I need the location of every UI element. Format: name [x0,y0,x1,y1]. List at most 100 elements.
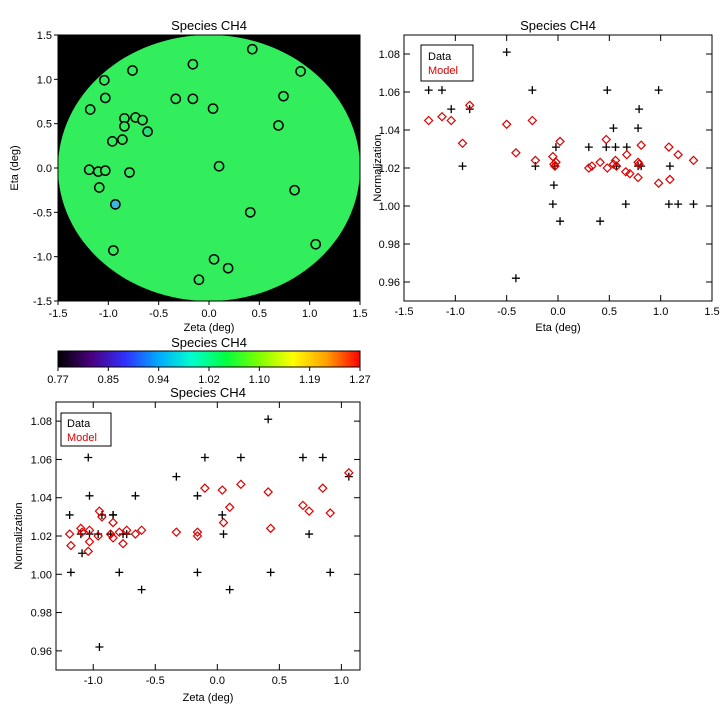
map-y-tick-label: 1.0 [37,74,52,86]
eta-model-point [625,168,635,179]
map-point [213,160,225,172]
map-point [137,114,148,126]
eta-data-point [602,143,611,152]
map-x-tick-label: 0.0 [201,308,216,320]
eta-data-point [549,181,558,190]
zeta-model-point [118,538,128,549]
eta-data-point [621,200,630,209]
map-point [244,206,256,218]
zeta-legend: Data Model [60,412,112,447]
zeta-model-point [298,500,308,511]
zeta-data-point [95,643,104,652]
map-point [117,134,128,145]
zeta-x-tick-label: -0.5 [146,675,165,687]
zeta-model-point [108,517,118,528]
zeta-data-point [298,453,307,462]
zeta-model-point [130,529,141,539]
eta-model-point [587,161,597,171]
eta-y-tick-label: 0.98 [379,239,400,251]
eta-data-point [611,143,620,152]
eta-model-point [688,155,699,166]
eta-data-point [609,124,618,133]
zeta-model-point [84,525,95,536]
eta-model-point [602,163,613,173]
map-y-tick-label: -1.0 [33,252,52,264]
eta-model-point [530,155,541,166]
map-title: Species CH4 [171,18,247,33]
zeta-model-point [325,508,336,518]
map-point [127,65,138,76]
zeta-model-point [121,525,132,536]
eta-data-point [634,124,643,133]
map-x-tick-label: -1.0 [99,308,118,320]
eta-axes: -1.5 -1.0 -0.5 0.0 0.5 1.0 1.5 0.96 0.98 1.00 1.02… [379,35,720,318]
zeta-model-point [192,531,203,541]
eta-model-point [527,115,538,126]
map-x-tick-label: 0.5 [252,308,267,320]
map-point [193,274,205,286]
eta-model-point [621,149,632,160]
zeta-model-point [93,531,104,541]
eta-data-point [502,48,511,57]
map-point [310,238,322,250]
eta-y-tick-label: 0.96 [379,277,400,289]
zeta-x-tick-label: 1.0 [334,675,349,687]
zeta-model-point [77,527,87,538]
zeta-model-point [304,506,314,516]
zeta-data-point [236,453,245,462]
zeta-data-point [65,510,74,519]
eta-model-point [611,161,622,171]
zeta-data-point [115,568,124,577]
zeta-data-point [193,491,202,500]
zeta-data-point [78,549,87,558]
zeta-data-point [219,530,228,539]
zeta-model-point [217,485,228,495]
zeta-y-tick-label: 1.08 [31,416,52,428]
eta-panel: Species CH4 -1.5 -1.0 -0.5 0.0 0.5 1.0 1.5 0.96… [372,18,720,334]
map-point [142,126,153,137]
eta-model-point [551,157,561,168]
zeta-model-point [108,533,118,543]
zeta-model-point [66,540,76,551]
zeta-data-point [193,568,202,577]
colorbar-tick-label: 1.02 [198,374,219,386]
map-point [273,120,284,131]
eta-model-point [437,111,447,122]
eta-marks [423,48,699,283]
zeta-model-point [83,546,94,557]
map-point [108,245,119,256]
eta-data-point [622,143,631,152]
map-point [170,93,182,105]
eta-y-tick-label: 1.00 [379,201,400,213]
eta-y-label: Normalization [372,134,384,201]
map-y-tick-label: 0.5 [37,119,52,131]
zeta-data-point [66,568,75,577]
eta-legend-data: Data [428,51,452,63]
colorbar-tick-label: 0.77 [47,374,68,386]
zeta-model-point [236,479,246,490]
map-point [208,253,220,265]
map-point [124,167,135,178]
eta-data-point [689,200,698,209]
eta-model-point [423,115,434,126]
zeta-data-point [84,453,93,462]
map-point [295,66,306,77]
map-point [246,43,258,55]
eta-data-point [665,162,674,171]
zeta-y-tick-label: 1.04 [31,493,52,505]
zeta-model-point [114,527,125,538]
eta-model-point [634,159,644,170]
eta-data-point [511,274,520,283]
map-point [84,104,96,115]
eta-data-point [603,86,612,95]
zeta-data-point [264,415,273,424]
colorbar-tick-label: 0.85 [98,374,119,386]
field-map-panel: Species CH4 -1.5 -1.0 -0.5 0.0 0.5 1.0 1.5-1.5… [9,18,368,334]
eta-model-point [673,149,683,160]
map-point [119,120,130,132]
eta-model-point [636,140,647,151]
colorbar-gradient [57,350,361,368]
colorbar-tick-label: 1.27 [349,374,370,386]
zeta-data-point [200,453,209,462]
